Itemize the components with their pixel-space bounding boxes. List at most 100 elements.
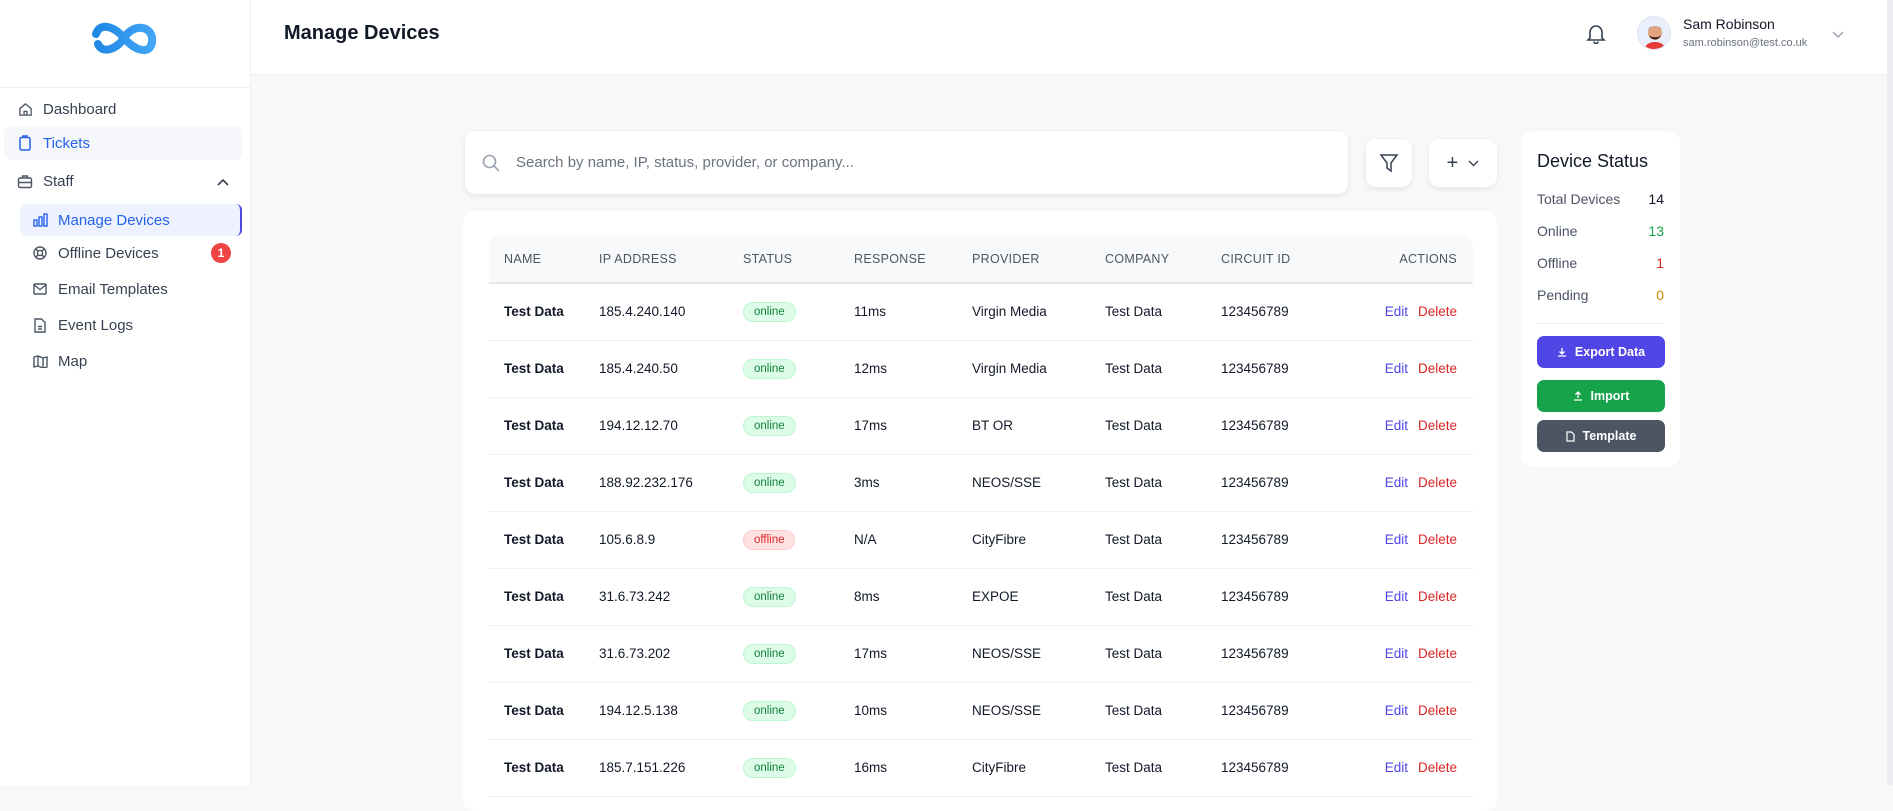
edit-link[interactable]: Edit <box>1384 703 1408 718</box>
cell-company: Test Data <box>1105 511 1221 569</box>
delete-link[interactable]: Delete <box>1417 703 1457 718</box>
column-header-name[interactable]: NAME <box>489 235 599 284</box>
template-button[interactable]: Template <box>1537 420 1665 452</box>
cell-response: 3ms <box>854 454 972 512</box>
notification-badge: 1 <box>211 243 231 263</box>
delete-link[interactable]: Delete <box>1417 418 1457 433</box>
import-button[interactable]: Import <box>1537 380 1665 412</box>
stat-value: 14 <box>1648 191 1664 207</box>
button-label: Import <box>1590 389 1630 403</box>
stat-total-devices: Total Devices 14 <box>1537 191 1664 207</box>
plus-icon: + <box>1446 151 1459 174</box>
cell-actions: Edit Delete <box>1331 682 1473 740</box>
edit-link[interactable]: Edit <box>1384 418 1408 433</box>
bell-icon[interactable] <box>1586 22 1606 44</box>
scrollbar[interactable] <box>1887 0 1893 785</box>
sidebar-item-manage-devices[interactable]: Manage Devices <box>20 204 242 236</box>
edit-link[interactable]: Edit <box>1384 532 1408 547</box>
cell-status: online <box>743 682 854 740</box>
lifebuoy-icon <box>32 245 48 261</box>
cell-actions: Edit Delete <box>1331 625 1473 683</box>
edit-link[interactable]: Edit <box>1384 760 1408 775</box>
cell-provider: CityFibre <box>972 511 1105 569</box>
cell-ip: 31.6.73.242 <box>599 568 743 626</box>
cell-status: online <box>743 340 854 398</box>
delete-link[interactable]: Delete <box>1417 760 1457 775</box>
devices-table-card: NAME IP ADDRESS STATUS RESPONSE PROVIDER… <box>463 211 1497 811</box>
chevron-down-icon <box>1468 160 1479 166</box>
cell-response: 17ms <box>854 625 972 683</box>
table-row: Test Data 185.4.240.50 online 12ms Virgi… <box>489 340 1473 398</box>
sidebar-item-tickets[interactable]: Tickets <box>4 126 242 160</box>
cell-company: Test Data <box>1105 454 1221 512</box>
delete-link[interactable]: Delete <box>1417 532 1457 547</box>
search-input[interactable] <box>516 154 1296 171</box>
table-row: Test Data 185.7.151.226 online 16ms City… <box>489 739 1473 797</box>
top-header: Manage Devices Sam Robinson sam.robinson… <box>251 0 1893 75</box>
device-status-card: Device Status Total Devices 14 Online 13 O… <box>1521 131 1680 467</box>
user-email: sam.robinson@test.co.uk <box>1683 37 1808 49</box>
delete-link[interactable]: Delete <box>1417 361 1457 376</box>
edit-link[interactable]: Edit <box>1384 589 1408 604</box>
cell-status: online <box>743 397 854 455</box>
table-row: Test Data 194.12.12.70 online 17ms BT OR… <box>489 397 1473 455</box>
cell-actions: Edit Delete <box>1331 568 1473 626</box>
avatar[interactable] <box>1637 16 1671 50</box>
cell-circuit-id: 123456789 <box>1221 739 1332 797</box>
home-icon <box>17 101 33 117</box>
download-icon <box>1557 348 1566 357</box>
sidebar-item-dashboard[interactable]: Dashboard <box>0 92 251 126</box>
cell-status: offline <box>743 511 854 569</box>
column-header-response[interactable]: RESPONSE <box>854 235 972 284</box>
column-header-company[interactable]: COMPANY <box>1105 235 1221 284</box>
delete-link[interactable]: Delete <box>1417 646 1457 661</box>
delete-link[interactable]: Delete <box>1417 475 1457 490</box>
cell-ip: 105.6.8.9 <box>599 511 743 569</box>
sidebar-item-label: Manage Devices <box>58 211 170 229</box>
delete-link[interactable]: Delete <box>1417 589 1457 604</box>
column-header-provider[interactable]: PROVIDER <box>972 235 1105 284</box>
column-header-ip[interactable]: IP ADDRESS <box>599 235 743 284</box>
cell-company: Test Data <box>1105 340 1221 398</box>
document-icon <box>1565 430 1575 442</box>
cell-status: online <box>743 739 854 797</box>
mail-icon <box>32 281 48 297</box>
cell-ip: 194.12.12.70 <box>599 397 743 455</box>
cell-name: Test Data <box>489 397 599 455</box>
sidebar-item-label: Dashboard <box>43 100 117 118</box>
status-badge: online <box>743 643 796 664</box>
sidebar-item-email-templates[interactable]: Email Templates <box>0 272 251 306</box>
cell-actions: Edit Delete <box>1331 283 1473 341</box>
chevron-down-icon[interactable] <box>1832 26 1844 44</box>
cell-response: 12ms <box>854 340 972 398</box>
cell-provider: Virgin Media <box>972 283 1105 341</box>
cell-response: N/A <box>854 511 972 569</box>
column-header-status[interactable]: STATUS <box>743 235 854 284</box>
table-row: Test Data 185.4.240.140 online 11ms Virg… <box>489 283 1473 341</box>
stat-label: Offline <box>1537 255 1578 271</box>
sidebar-item-label: Map <box>58 352 88 370</box>
edit-link[interactable]: Edit <box>1384 361 1408 376</box>
export-data-button[interactable]: Export Data <box>1537 336 1665 368</box>
divider <box>0 87 250 88</box>
sidebar-item-staff[interactable]: Staff <box>0 164 251 198</box>
edit-link[interactable]: Edit <box>1384 475 1408 490</box>
device-status-title: Device Status <box>1537 151 1649 171</box>
status-badge: online <box>743 700 796 721</box>
column-header-circuit-id[interactable]: CIRCUIT ID <box>1221 235 1332 284</box>
cell-name: Test Data <box>489 283 599 341</box>
status-badge: online <box>743 472 796 493</box>
sidebar-item-offline-devices[interactable]: Offline Devices 1 <box>0 236 251 270</box>
sidebar-item-map[interactable]: Map <box>0 344 251 378</box>
sidebar-item-event-logs[interactable]: Event Logs <box>0 308 251 342</box>
cell-actions: Edit Delete <box>1331 511 1473 569</box>
edit-link[interactable]: Edit <box>1384 646 1408 661</box>
filter-button[interactable] <box>1366 139 1412 187</box>
cell-company: Test Data <box>1105 283 1221 341</box>
add-device-button[interactable]: + <box>1429 139 1497 187</box>
status-badge: online <box>743 358 796 379</box>
chevron-up-icon[interactable] <box>217 173 229 190</box>
cell-response: 8ms <box>854 568 972 626</box>
delete-link[interactable]: Delete <box>1417 304 1457 320</box>
edit-link[interactable]: Edit <box>1384 304 1408 320</box>
